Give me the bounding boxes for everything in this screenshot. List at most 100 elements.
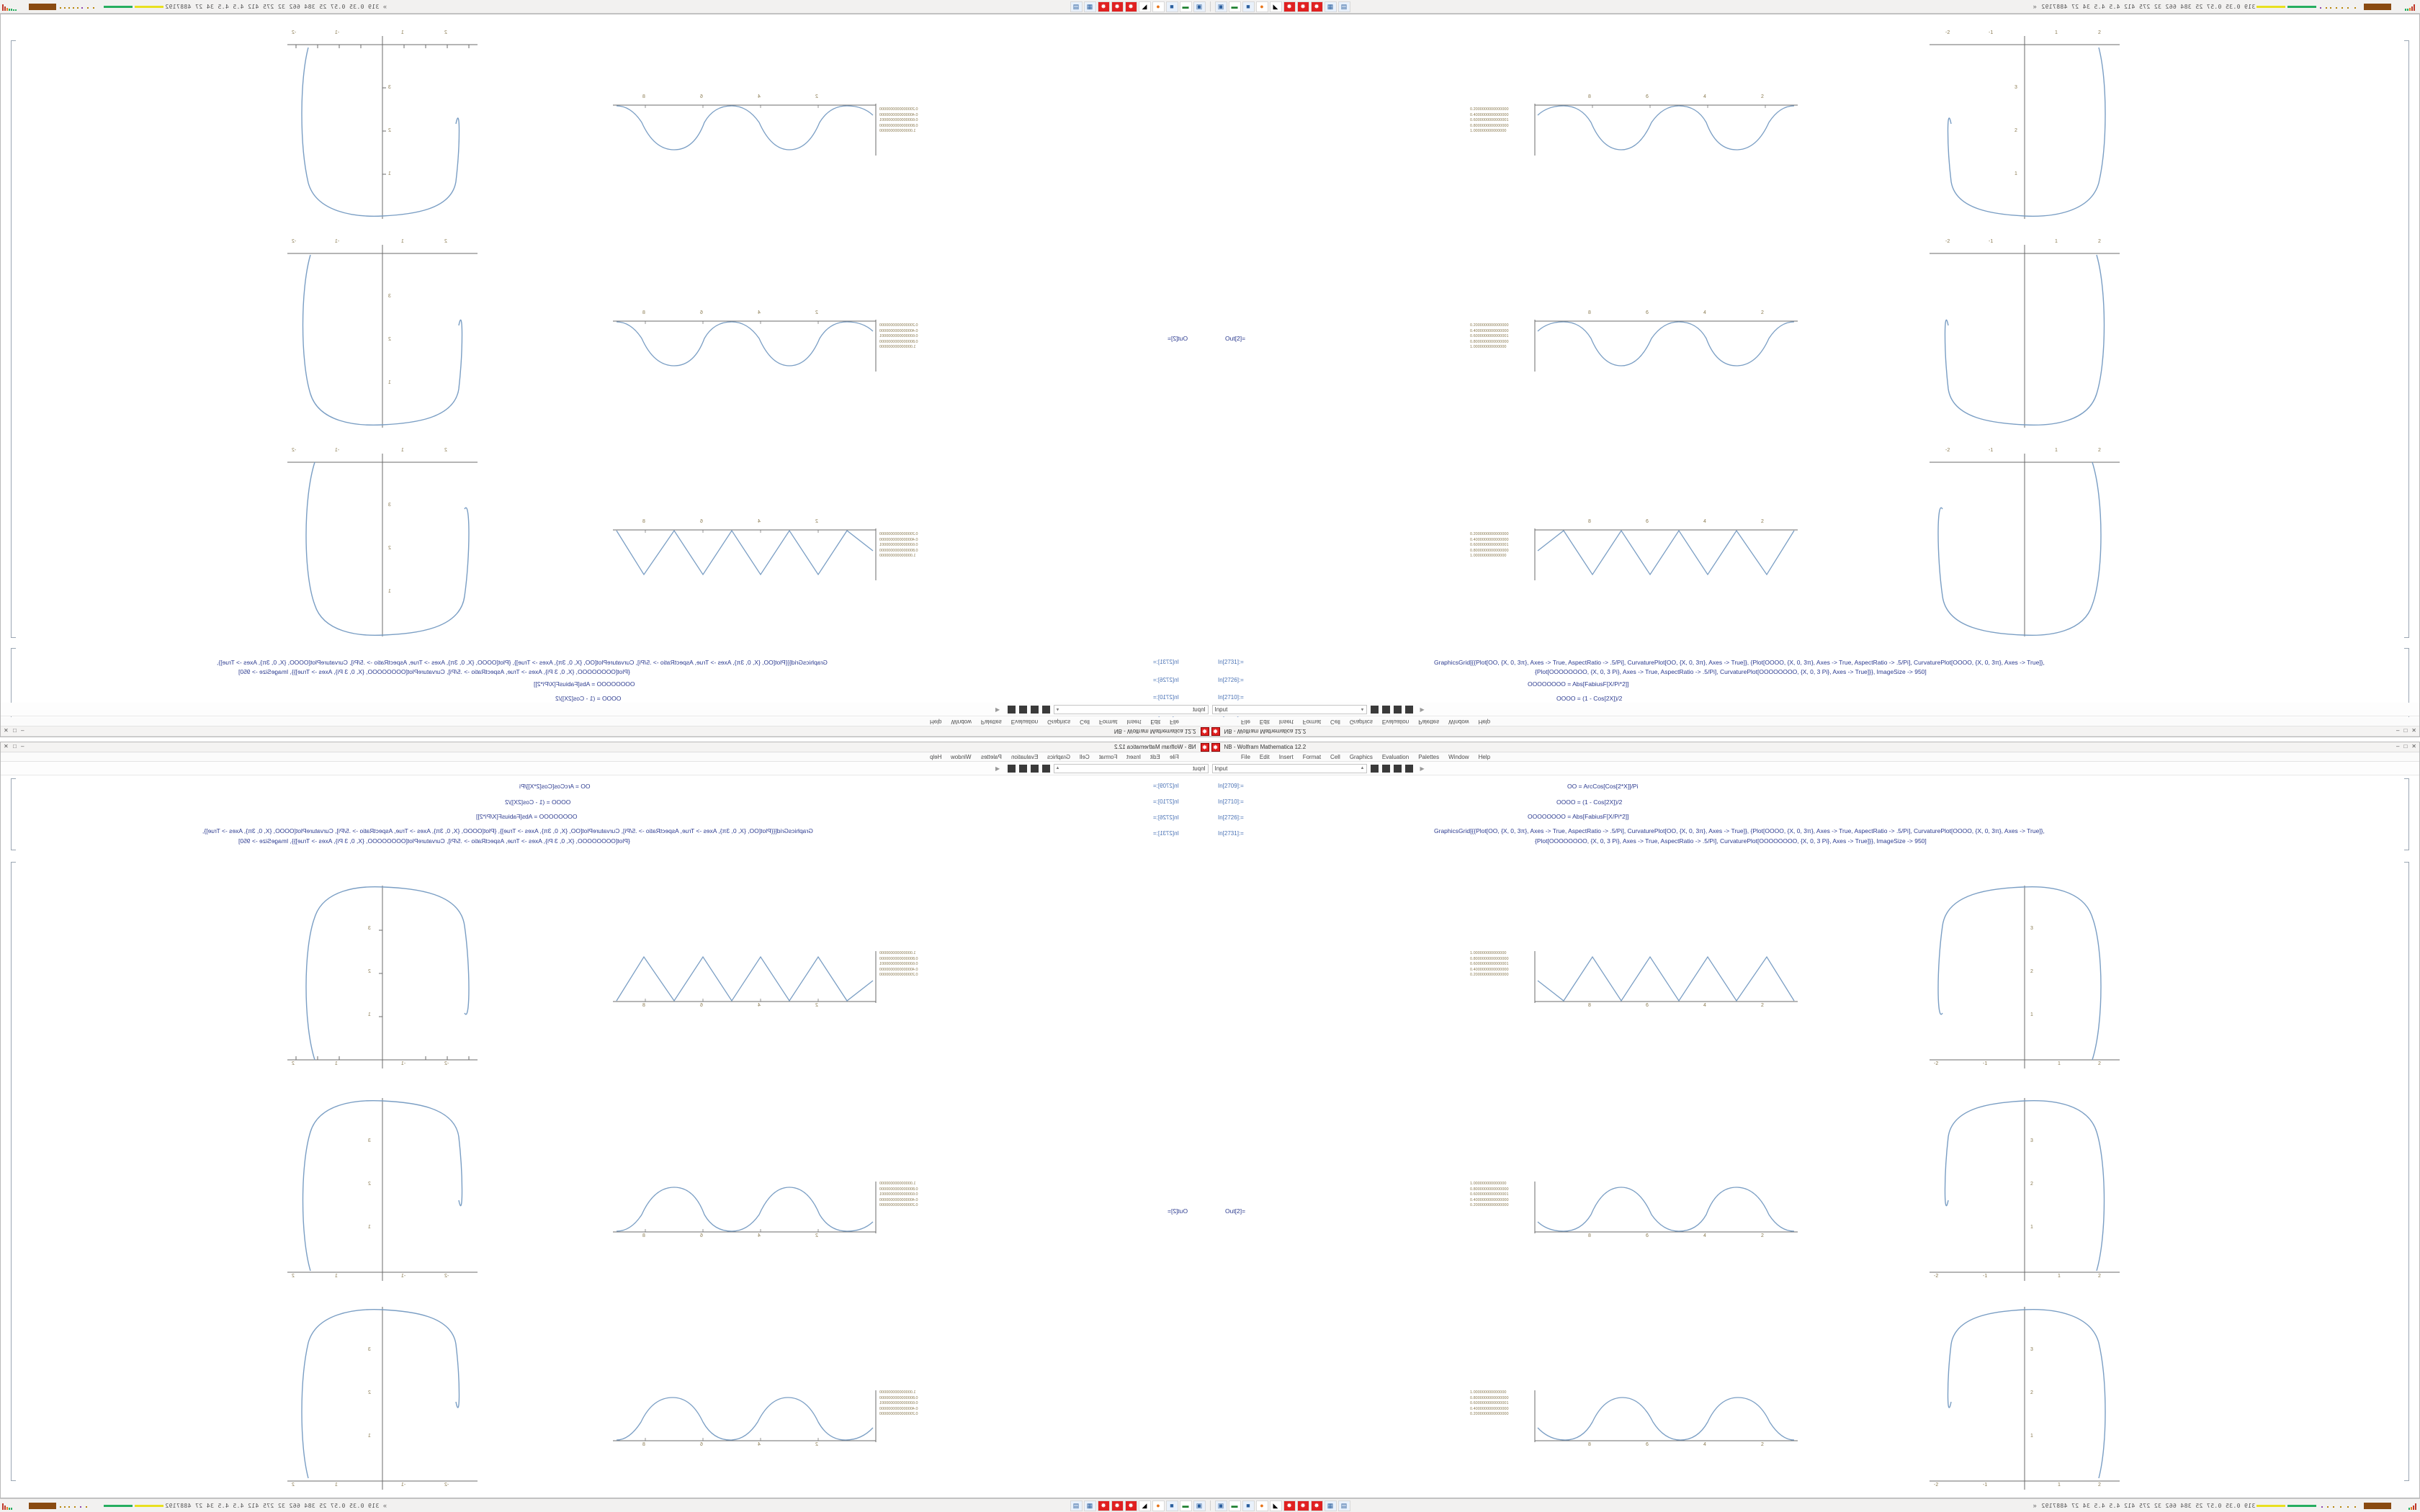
menu-format-m[interactable]: Format <box>1302 718 1322 725</box>
code-def3[interactable]: OOOOOOOO = Abs[FabiusF[X/Pi*2]] <box>1528 813 1629 820</box>
code-def3[interactable]: OOOOOOOO = Abs[FabiusF[X/Pi*2]] <box>1528 680 1629 688</box>
window-controls-right[interactable]: – □ ✕ <box>2396 727 2416 734</box>
code-def3-mirrored[interactable]: OOOOOOOO = Abs[FabiusF[X/Pi*2]] <box>534 680 635 688</box>
mathematica-badge-4[interactable]: ✸ <box>1211 742 1220 752</box>
mathematica-icon-b3[interactable]: ✸ <box>1124 1500 1137 1511</box>
cell-style-selector-mirror[interactable]: ▲ Input <box>1211 704 1367 714</box>
firefox-icon-b[interactable]: ● <box>1152 1500 1165 1511</box>
menubar-top-window[interactable]: Help Window Palettes Evaluation Graphics… <box>1 717 2419 726</box>
close-icon-r[interactable]: ✕ <box>2411 727 2416 734</box>
mathematica-icon-b4[interactable]: ✸ <box>1283 1500 1296 1511</box>
menu-palettes[interactable]: Palettes <box>980 753 1002 760</box>
mathematica-badge-2[interactable]: ✸ <box>1211 726 1220 736</box>
code-graphics-grid-mirrored-a[interactable]: GraphicsGrid[{{Plot[OO, {X, 0, 3π}, Axes… <box>217 659 828 666</box>
code-def2[interactable]: OOOO = (1 - Cos[2X])/2 <box>1556 695 1623 702</box>
code-graphics-grid-a[interactable]: GraphicsGrid[{{Plot[OO, {X, 0, 3π}, Axes… <box>1434 659 2045 666</box>
menu-palettes-m[interactable]: Palettes <box>1418 718 1440 725</box>
menu-graphics[interactable]: Graphics <box>1047 718 1071 725</box>
code-graphics-grid-a[interactable]: GraphicsGrid[{{Plot[OO, {X, 0, 3π}, Axes… <box>1434 827 2045 834</box>
menu-window[interactable]: Window <box>951 753 972 760</box>
cell-style-selector[interactable]: ▲ Input <box>1053 704 1209 714</box>
floppy-save-icon-bm[interactable]: ■ <box>1242 1500 1255 1511</box>
mathematica-icon-b2[interactable]: ✸ <box>1111 1500 1124 1511</box>
terminal-icon-b[interactable]: ▤ <box>1070 1500 1083 1511</box>
close-icon[interactable]: ✕ <box>4 743 9 750</box>
cell-style-selector-mirror[interactable]: ▲ Input <box>1211 763 1367 773</box>
menu-graphics-m[interactable]: Graphics <box>1349 718 1373 725</box>
minimize-icon[interactable]: – <box>20 743 24 750</box>
cell-bracket-right-2[interactable] <box>2404 862 2409 1481</box>
menu-file[interactable]: File <box>1170 718 1179 725</box>
calculator-icon[interactable]: ▦ <box>1083 1 1096 12</box>
taskbar-expand-chevron-right[interactable]: » <box>2033 3 2037 10</box>
maximize-icon[interactable]: □ <box>12 743 17 750</box>
cell-bracket-left-2[interactable] <box>11 40 16 638</box>
menu-file-m[interactable]: File <box>1241 718 1250 725</box>
calculator-icon-b[interactable]: ▦ <box>1083 1500 1096 1511</box>
floppy-save-icon[interactable]: ■ <box>1165 1 1178 12</box>
align-center-icon-m[interactable] <box>1393 705 1402 714</box>
menu-window-m[interactable]: Window <box>1448 753 1469 760</box>
code-def2[interactable]: OOOO = (1 - Cos[2X])/2 <box>1556 798 1623 806</box>
align-center-icon[interactable] <box>1018 764 1027 773</box>
firefox-icon-bm[interactable]: ● <box>1255 1500 1268 1511</box>
menu-window[interactable]: Window <box>951 718 972 725</box>
menu-format[interactable]: Format <box>1098 753 1118 760</box>
mathematica-badge-3[interactable]: ✸ <box>1200 742 1209 752</box>
align-right-icon[interactable] <box>1030 705 1039 714</box>
menu-cell-m[interactable]: Cell <box>1330 753 1340 760</box>
cell-bracket-right-2[interactable] <box>2404 40 2409 638</box>
code-def2-mirrored[interactable]: OOOO = (1 - Cos[2X])/2 <box>555 695 622 702</box>
menu-graphics[interactable]: Graphics <box>1047 753 1071 760</box>
close-icon[interactable]: ✕ <box>4 727 9 734</box>
menu-file-m[interactable]: File <box>1241 753 1250 760</box>
menu-evaluation-m[interactable]: Evaluation <box>1381 753 1410 760</box>
mathematica-icon-b6[interactable]: ✸ <box>1310 1500 1323 1511</box>
cell-bracket-left-1[interactable] <box>11 778 16 850</box>
cell-bracket-right-1[interactable] <box>2404 778 2409 850</box>
maximize-icon-r[interactable]: □ <box>2403 743 2408 750</box>
code-graphics-grid-mirrored-b[interactable]: {Plot[OOOOOOOO, {X, 0, 3 Pi}, Axes -> Tr… <box>238 668 630 675</box>
code-graphics-grid-mirrored-a[interactable]: GraphicsGrid[{{Plot[OO, {X, 0, 3π}, Axes… <box>202 827 813 834</box>
align-justify-icon[interactable] <box>1041 705 1050 714</box>
taskbar-expand-chevron-left[interactable]: » <box>383 3 387 10</box>
terminal-icon-bm[interactable]: ▤ <box>1337 1500 1350 1511</box>
mathematica-icon-1[interactable]: ✸ <box>1097 1 1110 12</box>
cell-style-selector[interactable]: ▲ Input <box>1053 763 1209 773</box>
align-left-icon-m[interactable] <box>1404 764 1413 773</box>
files-icon[interactable]: ▬ <box>1179 1 1192 12</box>
align-center-icon-m[interactable] <box>1393 764 1402 773</box>
menu-format-m[interactable]: Format <box>1302 753 1322 760</box>
taskbar-expand-chevron-bottom-right[interactable]: » <box>2033 1502 2037 1509</box>
menu-evaluation-m[interactable]: Evaluation <box>1381 718 1410 725</box>
menu-help[interactable]: Help <box>929 753 942 760</box>
window-controls-right[interactable]: – □ ✕ <box>2396 743 2416 750</box>
align-left-icon[interactable] <box>1007 705 1016 714</box>
menu-file[interactable]: File <box>1170 753 1179 760</box>
menubar-bottom-window[interactable]: Help Window Palettes Evaluation Graphics… <box>1 752 2419 762</box>
terminal-icon[interactable]: ▤ <box>1070 1 1083 12</box>
taskbar-top-app-icons[interactable]: ▤ ▦ ✸ ✸ ✸ ◢ ● ■ ▬ ▣ ▣ ▬ ■ ● ◣ ✸ ✸ ✸ ▦ ▤ <box>706 1 1714 12</box>
menu-edit-m[interactable]: Edit <box>1259 718 1270 725</box>
minimize-icon-r[interactable]: – <box>2396 727 2400 734</box>
menu-cell-m[interactable]: Cell <box>1330 718 1340 725</box>
mathematica-icon-6[interactable]: ✸ <box>1310 1 1323 12</box>
mathematica-icon-b1[interactable]: ✸ <box>1097 1500 1110 1511</box>
window-controls-left[interactable]: ✕ □ – <box>4 743 24 750</box>
image-viewer-icon-mirror[interactable]: ◣ <box>1269 1 1282 12</box>
minimize-icon-r[interactable]: – <box>2396 743 2400 750</box>
firefox-icon-mirror[interactable]: ● <box>1255 1 1268 12</box>
window-notebook-bottom[interactable]: NB - Wolfram Mathematica 12.2 ✸ ✸ NB - W… <box>0 742 2420 1498</box>
menu-insert[interactable]: Insert <box>1126 753 1142 760</box>
menu-format[interactable]: Format <box>1098 718 1118 725</box>
image-viewer-icon-bm[interactable]: ◣ <box>1269 1500 1282 1511</box>
camera-icon-bm[interactable]: ▣ <box>1214 1500 1227 1511</box>
titlebar-bottom-window[interactable]: NB - Wolfram Mathematica 12.2 ✸ ✸ NB - W… <box>1 742 2419 752</box>
firefox-icon[interactable]: ● <box>1152 1 1165 12</box>
align-justify-icon[interactable] <box>1041 764 1050 773</box>
files-icon-bm[interactable]: ▬ <box>1228 1500 1241 1511</box>
window-controls-left[interactable]: ✕ □ – <box>4 727 24 734</box>
toolbar-prev-arrow[interactable]: ◀ <box>995 706 1000 713</box>
toolbar-top-window[interactable]: ◀ ▲ Input ▲ Input ▶ <box>1 703 2419 716</box>
calculator-icon-bm[interactable]: ▦ <box>1324 1500 1337 1511</box>
